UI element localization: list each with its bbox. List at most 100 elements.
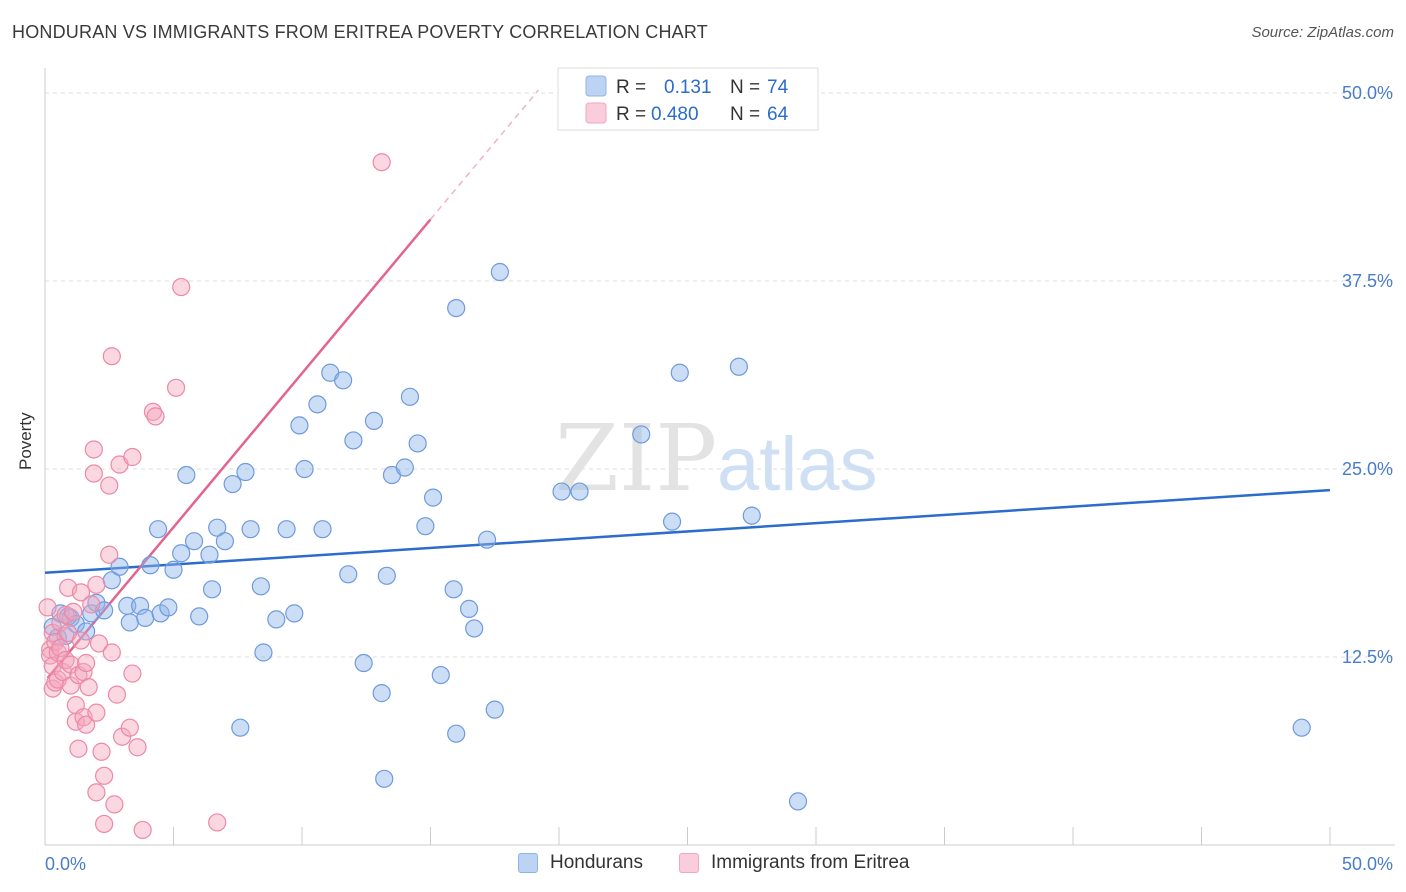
hondurans-swatch <box>518 853 538 873</box>
x-tick-label: 0.0% <box>45 854 86 874</box>
eritrea-point <box>372 153 391 172</box>
hondurans-point <box>400 387 420 406</box>
hondurans-point <box>447 299 466 318</box>
hondurans-point <box>459 599 479 618</box>
legend-swatch-eritrea <box>585 102 607 124</box>
bottom-legend-hondurans: Hondurans <box>518 852 643 874</box>
hondurans-point <box>490 262 509 282</box>
source-label: Source: ZipAtlas.com <box>1251 24 1394 41</box>
bottom-legend-label-hondurans: Hondurans <box>550 852 643 873</box>
eritrea-point <box>84 464 103 483</box>
hondurans-point <box>267 610 286 629</box>
eritrea-point <box>100 476 119 495</box>
hondurans-point <box>295 459 314 479</box>
eritrea-point <box>133 820 152 840</box>
eritrea-point <box>71 583 91 602</box>
bottom-legend: Hondurans Immigrants from Eritrea <box>0 852 1406 878</box>
y-tick-label: 50.0% <box>1342 83 1393 103</box>
hondurans-point <box>208 518 227 537</box>
legend-r-value-2: 0.480 <box>651 104 699 125</box>
eritrea-swatch <box>679 853 699 873</box>
hondurans-point <box>290 416 309 435</box>
eritrea-trend-extension <box>429 89 540 220</box>
watermark: ZIP atlas <box>555 405 878 512</box>
y-tick-label: 12.5% <box>1342 647 1393 667</box>
eritrea-point <box>128 738 147 757</box>
hondurans-point <box>1292 718 1311 737</box>
hondurans-point <box>159 598 178 617</box>
chart-title: HONDURAN VS IMMIGRANTS FROM ERITREA POVE… <box>12 22 708 42</box>
hondurans-point <box>236 462 255 482</box>
eritrea-point <box>102 347 121 366</box>
hondurans-point <box>172 544 191 563</box>
eritrea-point <box>120 718 139 737</box>
eritrea-point <box>95 766 114 785</box>
legend-r-label-2: R = <box>616 104 646 125</box>
bottom-legend-eritrea: Immigrants from Eritrea <box>679 852 909 874</box>
hondurans-point <box>408 434 427 453</box>
eritrea-point <box>71 631 91 650</box>
hondurans-point <box>742 506 761 525</box>
hondurans-point <box>372 684 391 703</box>
eritrea-point <box>146 407 165 426</box>
trend-lines <box>44 89 1331 679</box>
legend-swatch-hondurans <box>585 75 607 97</box>
eritrea-point <box>208 813 227 832</box>
hondurans-point <box>141 556 160 575</box>
hondurans-point <box>190 607 209 626</box>
eritrea-point <box>107 685 127 704</box>
eritrea-point <box>82 595 101 614</box>
eritrea-point <box>87 575 106 594</box>
eritrea-point <box>123 447 142 467</box>
legend-n-value-2: 64 <box>767 104 789 125</box>
hondurans-point <box>223 474 242 494</box>
hondurans-point <box>164 560 183 579</box>
eritrea-point <box>64 602 83 621</box>
hondurans-point <box>662 512 682 531</box>
watermark-zip: ZIP <box>555 405 717 512</box>
hondurans-point <box>465 619 484 638</box>
hondurans-point <box>377 566 396 585</box>
eritrea-trend-line <box>46 218 432 679</box>
eritrea-point <box>77 715 96 734</box>
hondurans-point <box>395 458 414 477</box>
hondurans-point <box>447 724 466 743</box>
legend-n-label-2: N = <box>730 104 760 125</box>
hondurans-point <box>241 520 260 539</box>
eritrea-point <box>84 440 103 459</box>
legend-n-value-1: 74 <box>767 77 789 98</box>
eritrea-point <box>51 638 70 658</box>
hondurans-point <box>77 622 96 641</box>
hondurans-point <box>354 653 373 673</box>
tick-labels: 12.5% 25.0% 37.5% 50.0% 0.0% 50.0% <box>45 83 1393 874</box>
hondurans-point <box>344 431 363 450</box>
hondurans-point <box>729 357 749 376</box>
hondurans-point <box>177 465 196 485</box>
legend-r-value-1: 0.131 <box>664 77 712 98</box>
legend-n-label-1: N = <box>730 77 760 98</box>
eritrea-point <box>89 634 109 653</box>
hondurans-point <box>200 545 219 564</box>
hondurans-point <box>423 488 443 507</box>
y-tick-label: 25.0% <box>1342 459 1393 479</box>
eritrea-point <box>92 742 111 761</box>
hondurans-point <box>110 557 129 576</box>
eritrea-point <box>79 677 98 697</box>
hondurans-point <box>431 665 450 685</box>
eritrea-point <box>166 378 186 397</box>
legend: R = 0.131 N = 74 R = 0.480 N = 64 <box>557 67 819 131</box>
hondurans-point <box>136 608 155 628</box>
hondurans-points <box>43 262 1311 811</box>
eritrea-point <box>77 653 96 673</box>
eritrea-point <box>100 545 119 564</box>
hondurans-point <box>120 613 139 632</box>
eritrea-point <box>123 664 142 683</box>
hondurans-point <box>416 517 435 536</box>
hondurans-point <box>375 769 394 788</box>
legend-r-label-1: R = <box>616 77 646 98</box>
axes <box>44 68 1395 846</box>
hondurans-point <box>285 604 304 623</box>
eritrea-point <box>87 703 106 722</box>
eritrea-point <box>172 277 191 297</box>
eritrea-point <box>102 643 121 662</box>
